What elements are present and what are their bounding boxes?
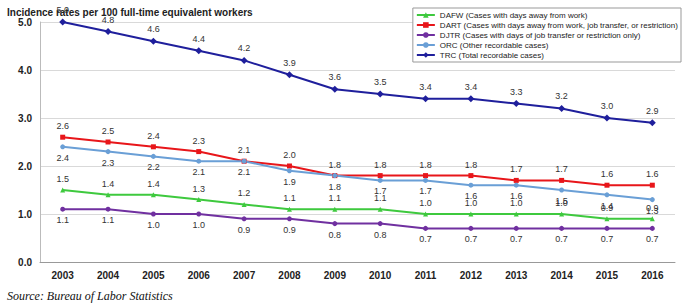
svg-text:1.4: 1.4	[102, 179, 115, 189]
svg-text:1.5: 1.5	[555, 196, 568, 206]
svg-text:1.8: 1.8	[465, 160, 478, 170]
svg-text:1.8: 1.8	[329, 160, 342, 170]
svg-text:1.6: 1.6	[465, 191, 478, 201]
svg-text:2013: 2013	[505, 270, 528, 281]
svg-text:TRC (Total recordable cases): TRC (Total recordable cases)	[440, 51, 544, 60]
svg-text:3.4: 3.4	[419, 82, 432, 92]
svg-text:1.8: 1.8	[374, 160, 387, 170]
svg-text:3.9: 3.9	[283, 58, 296, 68]
svg-text:1.7: 1.7	[510, 164, 523, 174]
svg-text:2.1: 2.1	[238, 167, 251, 177]
svg-text:2.2: 2.2	[147, 162, 160, 172]
svg-text:2.9: 2.9	[646, 106, 659, 116]
svg-text:2010: 2010	[369, 270, 392, 281]
svg-text:DAFW (Cases with days away fro: DAFW (Cases with days away from work)	[440, 11, 588, 20]
svg-text:1.6: 1.6	[646, 169, 659, 179]
svg-text:1.1: 1.1	[56, 215, 69, 225]
svg-text:0.7: 0.7	[419, 234, 432, 244]
svg-text:2012: 2012	[460, 270, 483, 281]
svg-text:1.1: 1.1	[329, 193, 342, 203]
svg-text:3.3: 3.3	[510, 87, 523, 97]
svg-text:0.7: 0.7	[510, 234, 523, 244]
svg-text:4.4: 4.4	[192, 34, 205, 44]
svg-text:1.8: 1.8	[419, 160, 432, 170]
svg-text:1.0: 1.0	[192, 220, 205, 230]
svg-text:2.4: 2.4	[147, 131, 160, 141]
svg-text:1.0: 1.0	[18, 209, 32, 220]
svg-text:4.2: 4.2	[238, 43, 251, 53]
svg-text:DJTR (Cases with days of job t: DJTR (Cases with days of job transfer or…	[440, 31, 641, 40]
svg-text:0.8: 0.8	[374, 230, 387, 240]
svg-text:2.1: 2.1	[238, 145, 251, 155]
svg-text:0.9: 0.9	[283, 225, 296, 235]
svg-text:1.8: 1.8	[329, 182, 342, 192]
svg-text:0.0: 0.0	[18, 257, 32, 268]
svg-text:Source: Bureau of Labor Statis: Source: Bureau of Labor Statistics	[7, 289, 173, 303]
svg-text:2005: 2005	[142, 270, 165, 281]
svg-text:ORC (Other recordable cases): ORC (Other recordable cases)	[440, 41, 549, 50]
svg-text:1.7: 1.7	[374, 186, 387, 196]
svg-text:0.8: 0.8	[329, 230, 342, 240]
svg-text:0.7: 0.7	[555, 234, 568, 244]
svg-text:2008: 2008	[278, 270, 301, 281]
svg-text:1.0: 1.0	[147, 220, 160, 230]
svg-text:1.0: 1.0	[464, 198, 478, 208]
svg-text:1.0: 1.0	[510, 198, 523, 208]
svg-text:2009: 2009	[324, 270, 347, 281]
svg-text:1.4: 1.4	[601, 201, 614, 211]
svg-text:2011: 2011	[415, 270, 437, 281]
svg-text:2014: 2014	[550, 270, 573, 281]
svg-text:2.1: 2.1	[192, 167, 205, 177]
svg-text:2003: 2003	[52, 270, 75, 281]
svg-text:4.6: 4.6	[147, 24, 160, 34]
svg-text:0.7: 0.7	[465, 234, 478, 244]
svg-text:3.6: 3.6	[329, 72, 342, 82]
svg-text:2.0: 2.0	[283, 150, 296, 160]
svg-text:1.6: 1.6	[510, 191, 523, 201]
svg-text:1.0: 1.0	[419, 198, 432, 208]
svg-text:1.3: 1.3	[646, 206, 659, 216]
svg-text:3.5: 3.5	[374, 77, 387, 87]
svg-text:2.6: 2.6	[56, 121, 69, 131]
svg-text:4.0: 4.0	[18, 65, 32, 76]
svg-text:2.5: 2.5	[102, 126, 115, 136]
svg-text:3.0: 3.0	[601, 101, 614, 111]
svg-text:2.0: 2.0	[18, 161, 32, 172]
svg-text:0.7: 0.7	[601, 234, 614, 244]
svg-text:1.2: 1.2	[238, 188, 251, 198]
svg-text:2015: 2015	[596, 270, 619, 281]
svg-text:2006: 2006	[188, 270, 211, 281]
svg-text:1.3: 1.3	[192, 184, 205, 194]
svg-text:2007: 2007	[233, 270, 256, 281]
svg-text:0.9: 0.9	[238, 225, 251, 235]
svg-text:1.1: 1.1	[283, 193, 296, 203]
svg-text:1.7: 1.7	[555, 164, 568, 174]
svg-text:1.1: 1.1	[373, 193, 387, 204]
svg-text:Incidence rates per 100 full-t: Incidence rates per 100 full-time equiva…	[7, 7, 253, 18]
svg-text:2016: 2016	[641, 270, 664, 281]
svg-text:2004: 2004	[97, 270, 120, 281]
svg-text:5.0: 5.0	[18, 17, 32, 28]
svg-text:1.5: 1.5	[56, 174, 69, 184]
svg-text:1.4: 1.4	[147, 179, 160, 189]
svg-text:DART (Cases with days away fro: DART (Cases with days away from work, jo…	[440, 21, 678, 30]
svg-text:0.7: 0.7	[646, 234, 659, 244]
svg-text:3.0: 3.0	[18, 113, 32, 124]
svg-text:1.9: 1.9	[283, 177, 296, 187]
svg-text:2.3: 2.3	[102, 158, 115, 168]
svg-text:2.4: 2.4	[56, 153, 69, 163]
svg-text:3.2: 3.2	[555, 91, 568, 101]
svg-text:1.7: 1.7	[419, 186, 432, 196]
svg-text:4.8: 4.8	[101, 14, 115, 25]
svg-text:3.4: 3.4	[465, 82, 478, 92]
svg-text:1.6: 1.6	[601, 169, 614, 179]
svg-text:1.1: 1.1	[102, 215, 115, 225]
svg-text:2.3: 2.3	[192, 136, 205, 146]
